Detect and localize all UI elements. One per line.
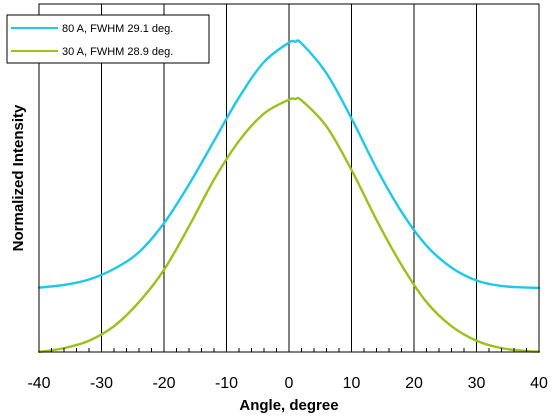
legend-box (6, 14, 210, 64)
x-tick-label: 20 (405, 375, 423, 392)
y-axis-title: Normalized Intensity (10, 104, 27, 251)
plot-frame (38, 3, 540, 353)
x-tick-labels: -40 -30 -20 -10 0 10 20 30 40 (27, 375, 548, 392)
x-tick-label: 40 (530, 375, 548, 392)
x-tick-label: 0 (285, 375, 294, 392)
series-line-30a (37, 96, 541, 354)
x-tick-label: -10 (215, 375, 238, 392)
x-tick-label: -40 (27, 375, 50, 392)
legend: 80 A, FWHM 29.1 deg. 30 A, FWHM 28.9 deg… (6, 14, 210, 64)
x-tick-label: -30 (90, 375, 113, 392)
series-line-80a (37, 39, 541, 290)
legend-label-80a: 80 A, FWHM 29.1 deg. (62, 23, 173, 35)
x-tick-label: 10 (343, 375, 361, 392)
series-lines (37, 39, 541, 354)
x-tick-label: -20 (152, 375, 175, 392)
minor-ticks (51, 348, 527, 352)
x-tick-label: 30 (468, 375, 486, 392)
legend-label-30a: 30 A, FWHM 28.9 deg. (62, 46, 173, 58)
x-axis-title: Angle, degree (239, 397, 338, 414)
